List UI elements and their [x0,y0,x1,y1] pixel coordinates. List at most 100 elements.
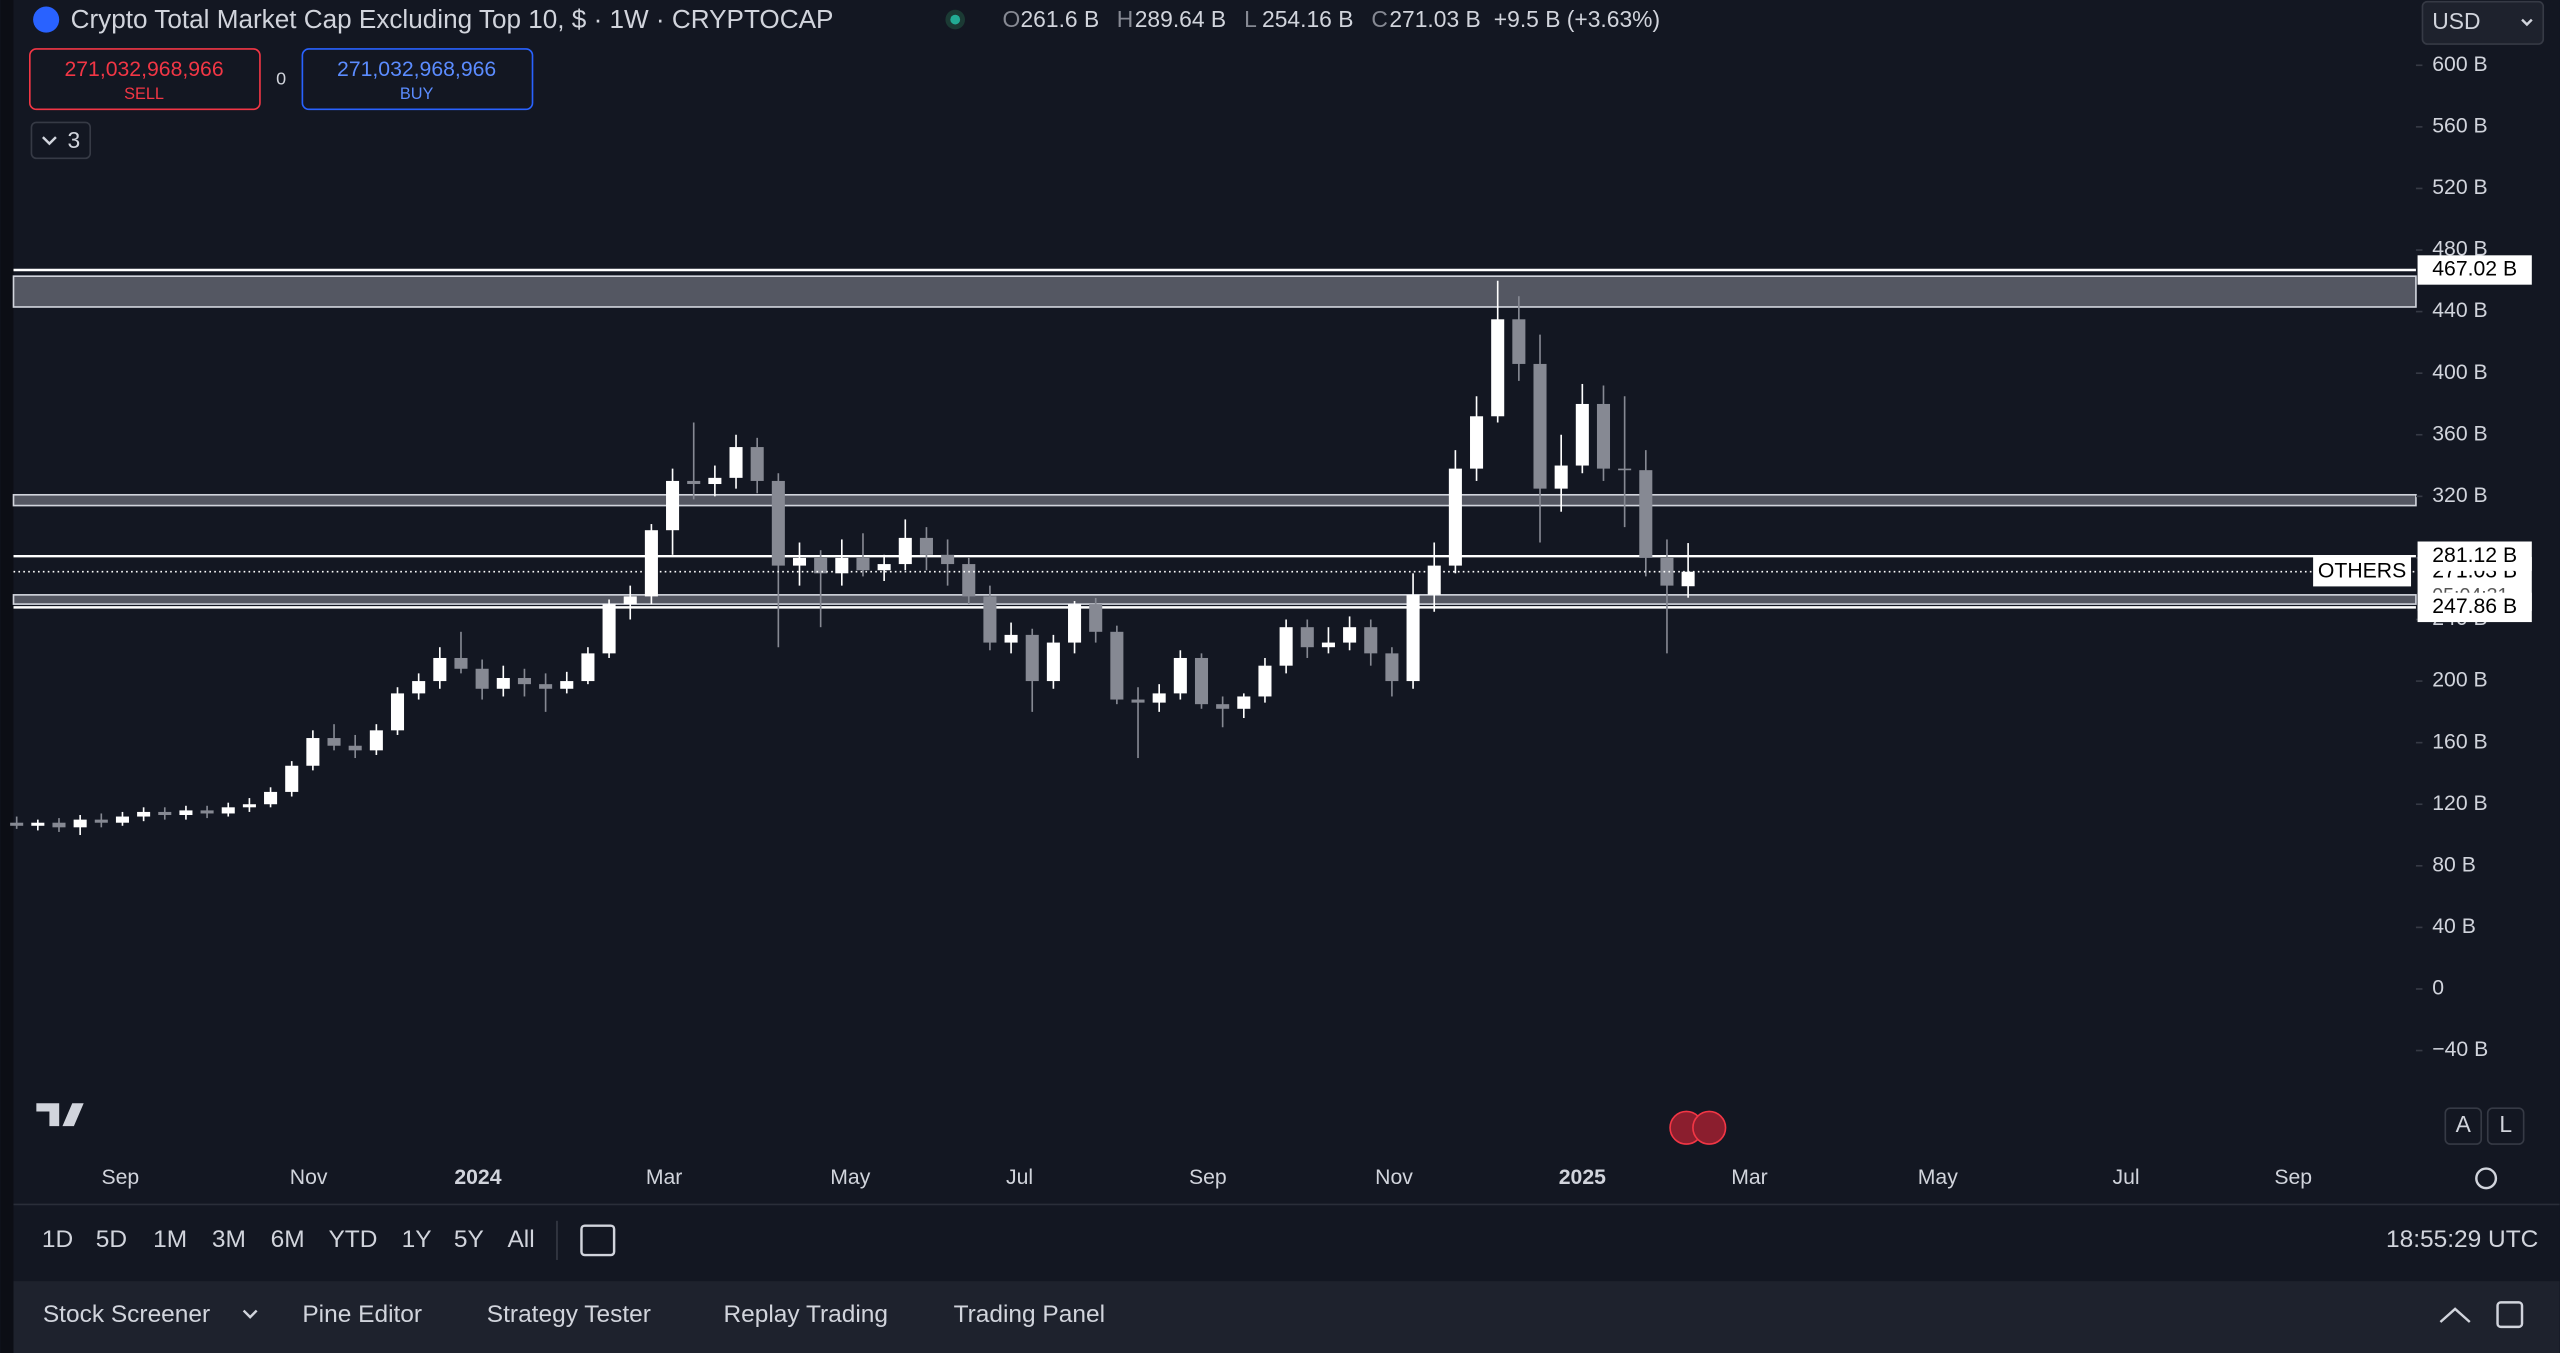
buy-price: 271,032,968,966 [337,58,496,81]
log-scale-button[interactable] [2486,1107,2525,1145]
event-flag[interactable] [1692,1110,1727,1145]
auto-scale-button[interactable] [2444,1107,2483,1145]
candle-body [1554,465,1568,489]
log-scale-label: L [2499,1111,2512,1137]
candle-body [327,738,341,746]
collapse-icon[interactable] [2439,1307,2471,1323]
tab[interactable]: Pine Editor [302,1301,422,1328]
x-tick-label: May [1918,1166,1958,1189]
candle-body [708,477,722,485]
candle-body [475,668,489,689]
buy-button[interactable] [301,48,534,111]
candle-body [1300,627,1314,648]
candle-body [539,684,553,689]
currency: USD [2432,8,2480,34]
range-button[interactable]: 1D [42,1226,73,1253]
y-tick-label: 320 B [2432,484,2487,507]
candle-body [348,745,362,751]
y-tick-label: 520 B [2432,176,2487,199]
candle-body [306,738,320,766]
plot-area [10,268,2417,836]
change: +9.5 B (+3.63%) [1494,6,1660,32]
indicators-toggle[interactable] [30,121,92,160]
candle-body [1660,557,1674,586]
maximize-icon[interactable] [2496,1301,2524,1329]
candle-body [1089,604,1103,632]
candle-body [496,677,510,689]
range-button[interactable]: 1M [153,1226,187,1253]
level-tag: 467.02 B [2432,258,2517,281]
candle-body [1321,642,1335,648]
settings-icon[interactable] [2475,1167,2498,1190]
candle-body [1343,627,1357,643]
tab[interactable]: Stock Screener [43,1301,210,1328]
y-tick-label: 400 B [2432,361,2487,384]
candle-body [581,653,595,682]
spread: 0 [276,69,286,89]
x-tick-label: Sep [1189,1166,1227,1189]
level-tag-bg [2417,255,2532,285]
y-tick-label: 200 B [2432,669,2487,692]
candle-body [517,677,531,685]
level-tag-bg [2417,592,2532,623]
candle-body [369,730,383,751]
candle-body [771,480,785,566]
market-status-dot [950,14,961,25]
range-button[interactable]: All [507,1226,534,1253]
symbol-tag-bg [2313,557,2412,587]
candle-body [115,816,129,823]
zone [12,275,2417,308]
indicators-count: 3 [68,127,81,153]
ohlc-key: L [1244,6,1257,32]
zone [12,594,2417,605]
range-button[interactable]: YTD [329,1226,378,1253]
candle-body [1004,634,1018,643]
candle-body [73,819,87,828]
candle-body [1491,319,1505,417]
x-tick-label: Jul [2113,1166,2140,1189]
candle-body [242,804,256,808]
range-button[interactable]: 5D [96,1226,127,1253]
tab[interactable]: Trading Panel [954,1301,1105,1328]
auto-scale-label: A [2456,1111,2472,1137]
level-tag: 281.12 B [2432,544,2517,567]
tab[interactable]: Strategy Tester [487,1301,651,1328]
date-range-icon[interactable] [580,1224,616,1257]
candle-body [941,554,955,565]
range-button[interactable]: 3M [212,1226,246,1253]
currency-select[interactable] [2421,0,2545,45]
candle-body [137,811,151,817]
candle-body [1258,665,1272,697]
candle-body [221,807,235,814]
candle-body [264,791,278,805]
range-button[interactable]: 5Y [454,1226,484,1253]
candle-body [729,447,743,478]
candle-body [1237,696,1251,709]
candle-body [390,693,405,731]
y-tick-label: 560 B [2432,114,2487,137]
candle-body [1681,571,1695,587]
time-axis: Sep Nov 2024 Mar May Jul Sep Nov 2025 Mar May Jul Se… [101,1166,2312,1189]
candle-body [856,557,870,571]
candle-body [666,480,680,531]
y-tick-label: 80 B [2432,853,2476,876]
sell-button[interactable] [29,48,261,111]
buy-label: BUY [400,85,434,103]
candle-body [1385,653,1399,682]
chevron [2521,18,2533,27]
candle-body [560,681,574,689]
tab[interactable]: Replay Trading [723,1301,888,1328]
candle-body [919,537,933,555]
candle-body [158,811,172,816]
candle-body [433,657,447,682]
range-button[interactable]: 1Y [402,1226,432,1253]
level-tag: 247.86 B [2432,595,2517,618]
tabs: Stock Screener Pine Editor Strategy Tester… [43,1301,1105,1328]
level-tag-bg [2417,541,2532,571]
range-button[interactable]: 6M [271,1226,305,1253]
y-tick-label: 40 B [2432,915,2476,938]
candle-body [687,480,701,485]
tv-logo[interactable] [36,1103,84,1127]
